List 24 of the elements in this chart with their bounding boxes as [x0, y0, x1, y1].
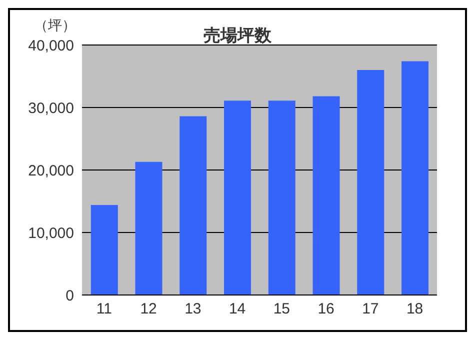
y-tick-label: 30,000 — [28, 100, 74, 117]
x-tick-label: 13 — [184, 300, 202, 318]
chart-frame: 売場坪数 （坪） 11 12 13 14 15 16 17 18 0 10,000 20,000 30,000 40,000 — [8, 8, 467, 332]
bar — [402, 61, 428, 295]
x-tick-label: 15 — [273, 300, 290, 318]
y-axis-title: （坪） — [34, 17, 76, 35]
bar — [135, 162, 162, 295]
x-tick-label: 17 — [362, 300, 379, 318]
y-tick-label: 0 — [66, 287, 74, 304]
y-tick-label: 40,000 — [28, 37, 74, 54]
bar — [90, 205, 118, 295]
x-tick-label: 11 — [96, 300, 112, 318]
bar — [268, 100, 296, 295]
bar — [224, 100, 251, 295]
x-tick-label: 14 — [228, 300, 246, 318]
x-tick-label: 18 — [406, 300, 424, 318]
bar — [312, 96, 340, 295]
bar — [357, 70, 384, 295]
bar — [180, 116, 207, 295]
y-tick-label: 20,000 — [28, 162, 74, 180]
x-tick-label: 16 — [318, 300, 334, 318]
chart-title: 売場坪数 — [204, 26, 272, 45]
y-tick-label: 10,000 — [28, 224, 74, 242]
x-tick-label: 12 — [140, 300, 157, 318]
